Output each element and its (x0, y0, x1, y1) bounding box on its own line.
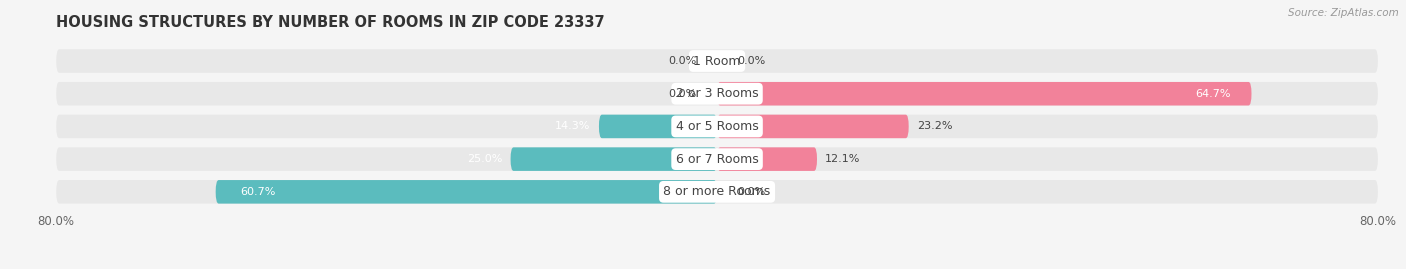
Text: 0.0%: 0.0% (738, 187, 766, 197)
Text: 25.0%: 25.0% (467, 154, 502, 164)
FancyBboxPatch shape (215, 180, 717, 204)
FancyBboxPatch shape (717, 115, 908, 138)
FancyBboxPatch shape (599, 115, 717, 138)
Text: 14.3%: 14.3% (555, 121, 591, 132)
Text: 8 or more Rooms: 8 or more Rooms (664, 185, 770, 198)
Text: 0.0%: 0.0% (668, 89, 696, 99)
FancyBboxPatch shape (510, 147, 717, 171)
Text: Source: ZipAtlas.com: Source: ZipAtlas.com (1288, 8, 1399, 18)
Text: 60.7%: 60.7% (240, 187, 276, 197)
Text: 12.1%: 12.1% (825, 154, 860, 164)
FancyBboxPatch shape (56, 82, 1378, 105)
Text: 23.2%: 23.2% (917, 121, 952, 132)
FancyBboxPatch shape (717, 147, 817, 171)
Text: 1 Room: 1 Room (693, 55, 741, 68)
FancyBboxPatch shape (56, 147, 1378, 171)
Text: 4 or 5 Rooms: 4 or 5 Rooms (676, 120, 758, 133)
Text: 0.0%: 0.0% (738, 56, 766, 66)
Text: 2 or 3 Rooms: 2 or 3 Rooms (676, 87, 758, 100)
Text: 6 or 7 Rooms: 6 or 7 Rooms (676, 153, 758, 166)
FancyBboxPatch shape (56, 180, 1378, 204)
FancyBboxPatch shape (56, 115, 1378, 138)
Legend: Owner-occupied, Renter-occupied: Owner-occupied, Renter-occupied (591, 268, 844, 269)
Text: 64.7%: 64.7% (1195, 89, 1230, 99)
FancyBboxPatch shape (56, 49, 1378, 73)
Text: 0.0%: 0.0% (668, 56, 696, 66)
Text: HOUSING STRUCTURES BY NUMBER OF ROOMS IN ZIP CODE 23337: HOUSING STRUCTURES BY NUMBER OF ROOMS IN… (56, 15, 605, 30)
FancyBboxPatch shape (717, 82, 1251, 105)
